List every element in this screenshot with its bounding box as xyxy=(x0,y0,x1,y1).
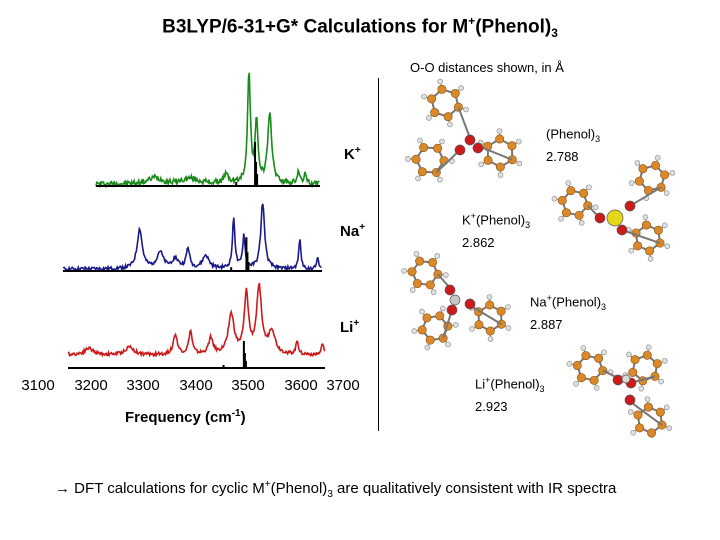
x-axis-label: Frequency (cm-1) xyxy=(125,408,246,426)
vertical-divider xyxy=(378,78,379,431)
x-tick-label: 3200 xyxy=(74,377,108,394)
distance-value: 2.923 xyxy=(475,398,508,414)
slide-title: B3LYP/6-31+G* Calculations for M+(Phenol… xyxy=(0,14,720,40)
ion-label-li: Li+ xyxy=(340,318,360,336)
phenol3-structure-image xyxy=(405,78,523,183)
x-tick-label: 3600 xyxy=(284,377,318,394)
k-phenol3-structure-image xyxy=(551,154,676,262)
title-sup: + xyxy=(468,14,476,28)
series-li xyxy=(67,282,326,369)
series-na xyxy=(62,203,322,273)
conclusion-text: → DFT calculations for cyclic M+(Phenol)… xyxy=(55,479,617,500)
x-tick-label: 3500 xyxy=(231,377,265,394)
spectrum-trace xyxy=(67,282,326,358)
distance-value: 2.887 xyxy=(530,316,563,332)
distance-value: 2.788 xyxy=(546,148,579,164)
x-tick-label: 3400 xyxy=(179,377,213,394)
structure-label-k: K+(Phenol)3 2.862 xyxy=(462,211,531,250)
ir-spectra-chart xyxy=(62,72,326,369)
na-phenol3-structure-image xyxy=(401,251,512,351)
molecular-structures-figure xyxy=(401,78,676,438)
arrow-icon: → xyxy=(55,480,70,497)
title-sub: 3 xyxy=(551,26,558,41)
title-text: B3LYP/6-31+G* Calculations for M xyxy=(162,16,469,38)
spectrum-trace xyxy=(95,72,320,189)
structure-label-phenol3: (Phenol)3 2.788 xyxy=(546,126,601,164)
ion-label-na: Na+ xyxy=(340,222,366,240)
title-mid: (Phenol) xyxy=(475,16,552,38)
structure-label-li: Li+(Phenol)3 2.923 xyxy=(475,375,545,414)
x-axis-ticks: 3100 3200 3300 3400 3500 3600 3700 xyxy=(0,377,380,397)
x-tick-label: 3700 xyxy=(326,377,360,394)
li-phenol3-structure-image xyxy=(566,344,673,438)
distance-value: 2.862 xyxy=(462,234,495,250)
x-tick-label: 3300 xyxy=(126,377,160,394)
oo-distance-note: O-O distances shown, in Å xyxy=(410,60,564,75)
series-k xyxy=(95,72,320,189)
x-tick-label: 3100 xyxy=(21,377,55,394)
spectrum-trace xyxy=(62,203,322,273)
structure-label-na: Na+(Phenol)3 2.887 xyxy=(530,293,607,332)
ion-label-k: K+ xyxy=(344,145,361,163)
